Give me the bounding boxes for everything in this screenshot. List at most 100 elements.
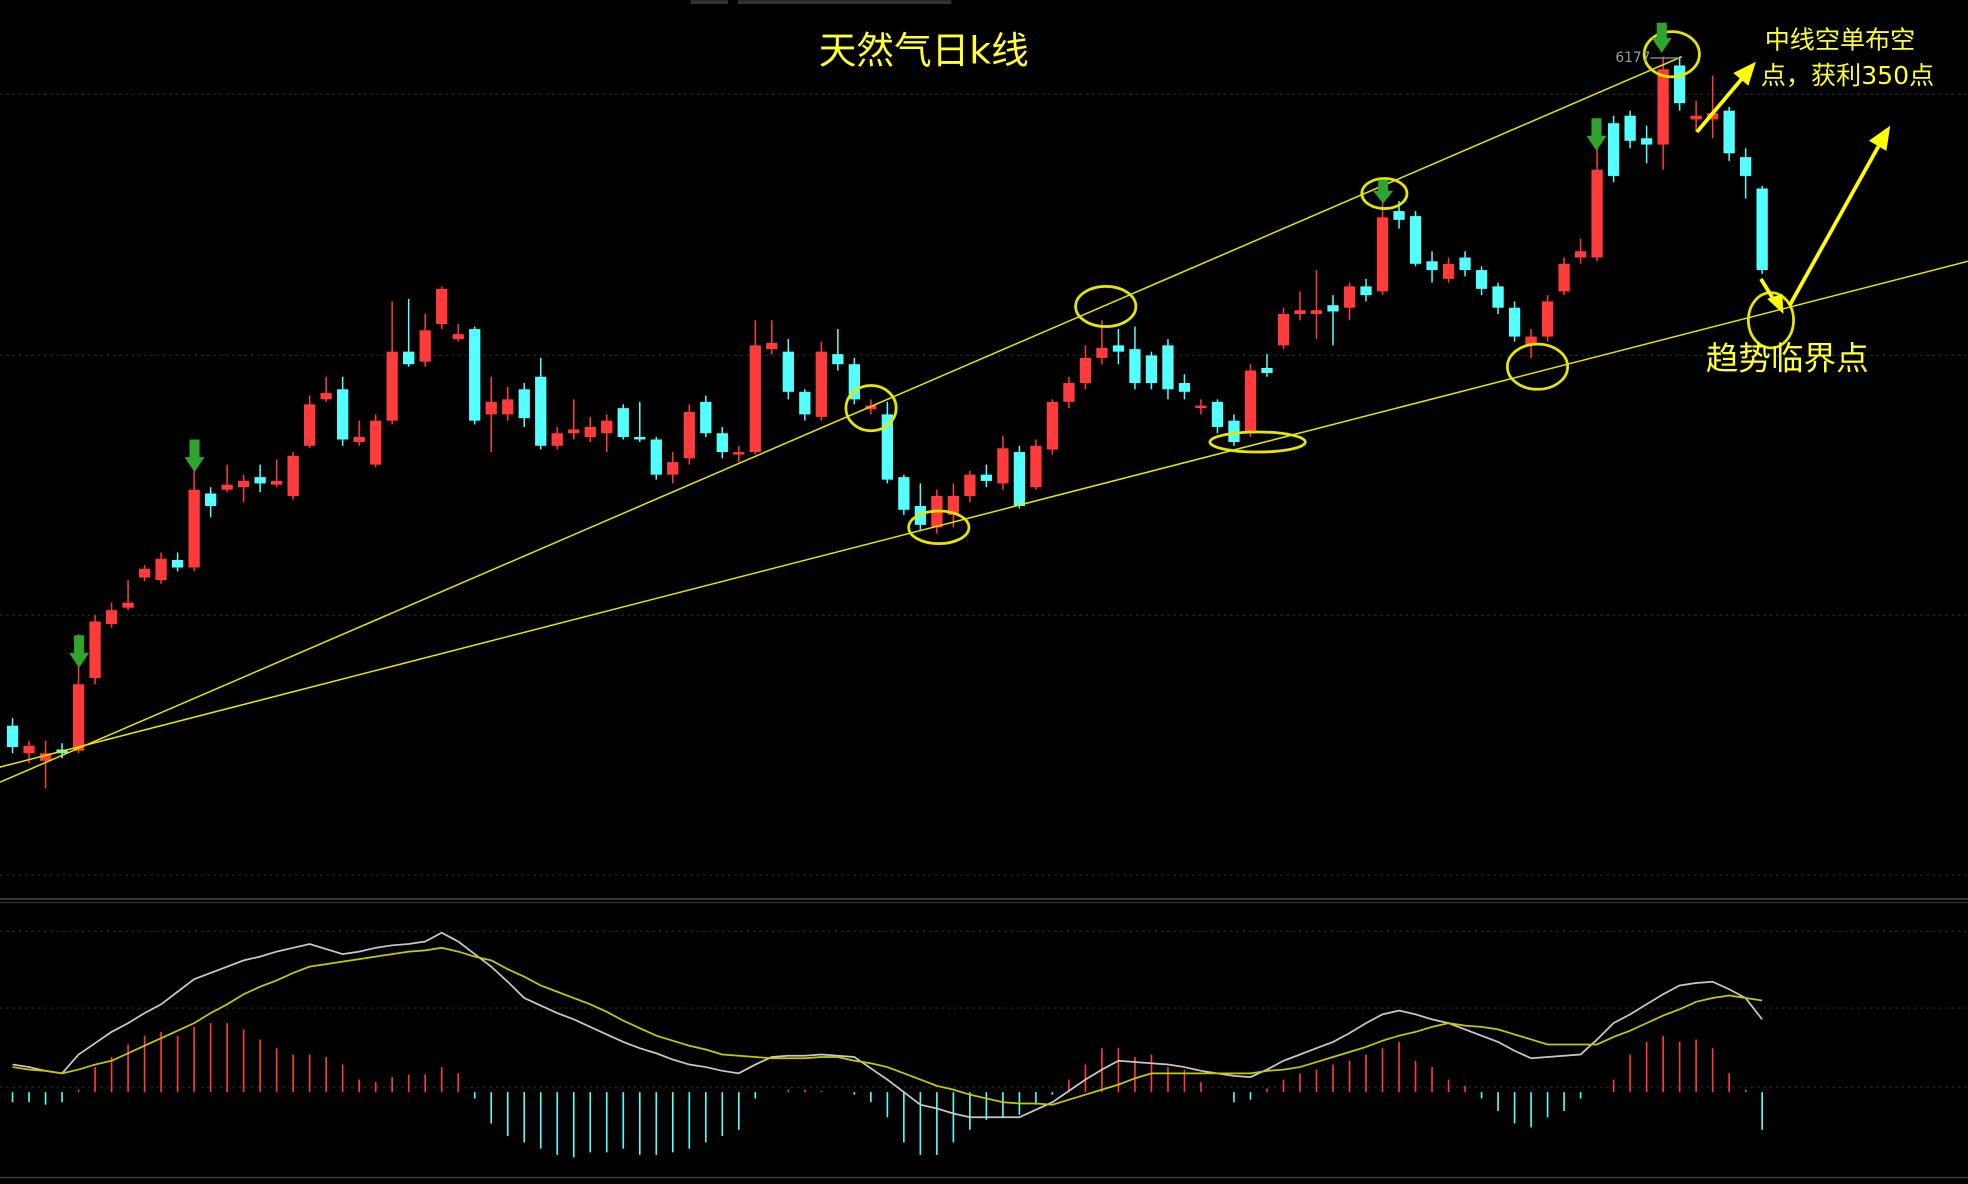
candle-body <box>1310 310 1323 314</box>
candle-body <box>337 389 349 440</box>
candle-body <box>1277 313 1290 346</box>
price-label: 6177 <box>1615 50 1650 66</box>
candle-body <box>997 448 1009 484</box>
top-bar <box>690 0 728 4</box>
candle-body <box>188 489 200 568</box>
signal-arrows <box>69 22 1672 668</box>
candle-body <box>1508 307 1521 337</box>
arrow-head <box>1767 293 1784 314</box>
candle-body <box>1541 301 1554 337</box>
dea-line <box>12 946 1763 1106</box>
candle-body <box>1178 383 1191 392</box>
candle-body <box>403 351 415 365</box>
candle-body <box>1145 355 1158 384</box>
candle-body <box>1360 286 1372 296</box>
candle-body <box>716 433 728 453</box>
candle-body <box>601 420 613 434</box>
candle-body <box>1442 263 1455 279</box>
candle-body <box>1409 216 1422 264</box>
candle-body <box>89 621 101 678</box>
candle-body <box>6 725 19 748</box>
candle-body <box>1063 383 1075 402</box>
candle-body <box>436 288 448 325</box>
candle-body <box>568 429 580 434</box>
candle-body <box>1129 349 1141 384</box>
candle-body <box>1525 336 1537 346</box>
candle-body <box>105 610 118 625</box>
candle-body <box>171 559 184 568</box>
candle-body <box>122 602 134 608</box>
annotations-shapes <box>0 30 1968 783</box>
chart-title: 天然气日k线 <box>819 28 1029 72</box>
candle-body <box>386 351 398 421</box>
candle-body <box>782 351 794 392</box>
candle-body <box>617 408 629 437</box>
candle-body <box>848 364 860 400</box>
candle-body <box>1657 69 1669 145</box>
signal-arrow <box>1651 22 1672 53</box>
candle-body <box>204 493 217 507</box>
macd-panel <box>11 931 1763 1158</box>
candle-body <box>1673 65 1686 104</box>
candle-body <box>1574 251 1587 258</box>
candle-body <box>964 474 976 496</box>
arrow-head <box>1733 61 1756 86</box>
candle-body <box>1591 169 1603 258</box>
candle-body <box>1459 257 1471 271</box>
candle-body <box>1211 401 1224 427</box>
candle-body <box>237 480 250 488</box>
candle-body <box>700 401 712 434</box>
candle-body <box>733 452 745 455</box>
candle-body <box>650 439 662 475</box>
candle-body <box>270 480 283 485</box>
candle-body <box>1640 138 1653 145</box>
candle-body <box>1112 345 1125 352</box>
candle-body <box>1013 452 1026 507</box>
candle-body <box>39 753 52 761</box>
top-bar <box>738 0 952 4</box>
candle-body <box>749 345 761 453</box>
candle-body <box>683 411 695 459</box>
dif-line <box>12 931 1763 1119</box>
candle-body <box>898 477 910 510</box>
candle-body <box>832 354 844 365</box>
candle-body <box>1343 286 1356 308</box>
candle-body <box>667 462 679 475</box>
candle-body <box>419 330 431 362</box>
candle-body <box>287 455 299 496</box>
candle-body <box>138 568 151 578</box>
highlight-circle <box>1360 177 1409 210</box>
candle-body <box>1475 270 1488 289</box>
candle-body <box>254 477 266 484</box>
candle-body <box>485 401 497 415</box>
candle-body <box>947 495 960 515</box>
candle-body <box>1195 405 1207 409</box>
candle-body <box>1706 113 1719 120</box>
candle-body <box>72 684 85 751</box>
highlight-circle <box>1074 285 1138 328</box>
candle-body <box>1607 123 1620 176</box>
candle-body <box>634 436 646 440</box>
candle-body <box>1030 445 1042 488</box>
candle-body <box>1327 305 1339 312</box>
trend-line <box>0 56 1683 783</box>
candle-body <box>1624 115 1636 141</box>
candle-body <box>766 342 778 350</box>
candle-body <box>1690 115 1702 120</box>
candle-body <box>155 558 167 581</box>
candle-body <box>1046 401 1059 450</box>
highlight-circle <box>1642 30 1701 79</box>
candle-body <box>1244 370 1257 434</box>
candle-body <box>1426 261 1438 271</box>
candle-body <box>1740 157 1752 176</box>
candle-body <box>1393 211 1405 220</box>
candle-body <box>1228 420 1240 443</box>
candle-body <box>353 436 365 443</box>
trend-line <box>0 260 1968 768</box>
candle-body <box>221 484 233 490</box>
candle-body <box>469 329 481 421</box>
arrow <box>1695 74 1747 134</box>
annotation: 趋势临界点 <box>1706 339 1869 377</box>
